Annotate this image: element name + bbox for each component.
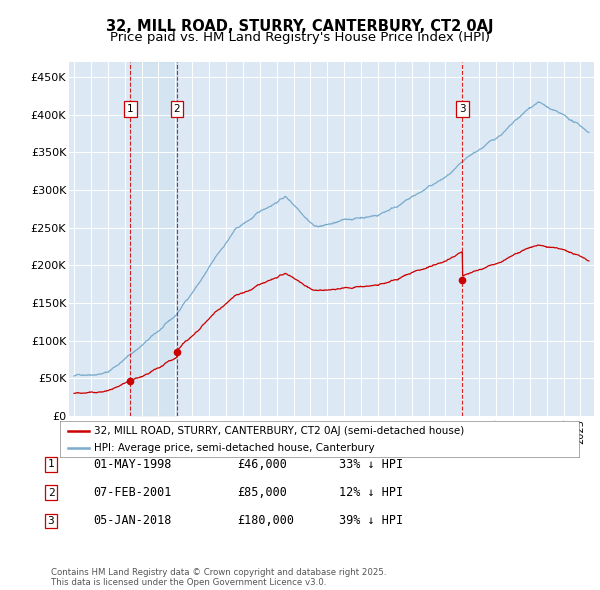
Text: £46,000: £46,000 <box>237 458 287 471</box>
Text: 32, MILL ROAD, STURRY, CANTERBURY, CT2 0AJ: 32, MILL ROAD, STURRY, CANTERBURY, CT2 0… <box>106 19 494 34</box>
Text: 2: 2 <box>173 104 180 114</box>
Text: Price paid vs. HM Land Registry's House Price Index (HPI): Price paid vs. HM Land Registry's House … <box>110 31 490 44</box>
Text: 12% ↓ HPI: 12% ↓ HPI <box>339 486 403 499</box>
Text: 3: 3 <box>459 104 466 114</box>
Text: £180,000: £180,000 <box>237 514 294 527</box>
Text: HPI: Average price, semi-detached house, Canterbury: HPI: Average price, semi-detached house,… <box>94 442 374 453</box>
Text: 05-JAN-2018: 05-JAN-2018 <box>93 514 172 527</box>
Text: Contains HM Land Registry data © Crown copyright and database right 2025.
This d: Contains HM Land Registry data © Crown c… <box>51 568 386 587</box>
Text: 1: 1 <box>127 104 134 114</box>
Text: 1: 1 <box>47 460 55 469</box>
Text: 3: 3 <box>47 516 55 526</box>
Text: 33% ↓ HPI: 33% ↓ HPI <box>339 458 403 471</box>
Text: 32, MILL ROAD, STURRY, CANTERBURY, CT2 0AJ (semi-detached house): 32, MILL ROAD, STURRY, CANTERBURY, CT2 0… <box>94 426 464 436</box>
Text: 2: 2 <box>47 488 55 497</box>
Text: 07-FEB-2001: 07-FEB-2001 <box>93 486 172 499</box>
Text: £85,000: £85,000 <box>237 486 287 499</box>
Text: 39% ↓ HPI: 39% ↓ HPI <box>339 514 403 527</box>
Text: 01-MAY-1998: 01-MAY-1998 <box>93 458 172 471</box>
